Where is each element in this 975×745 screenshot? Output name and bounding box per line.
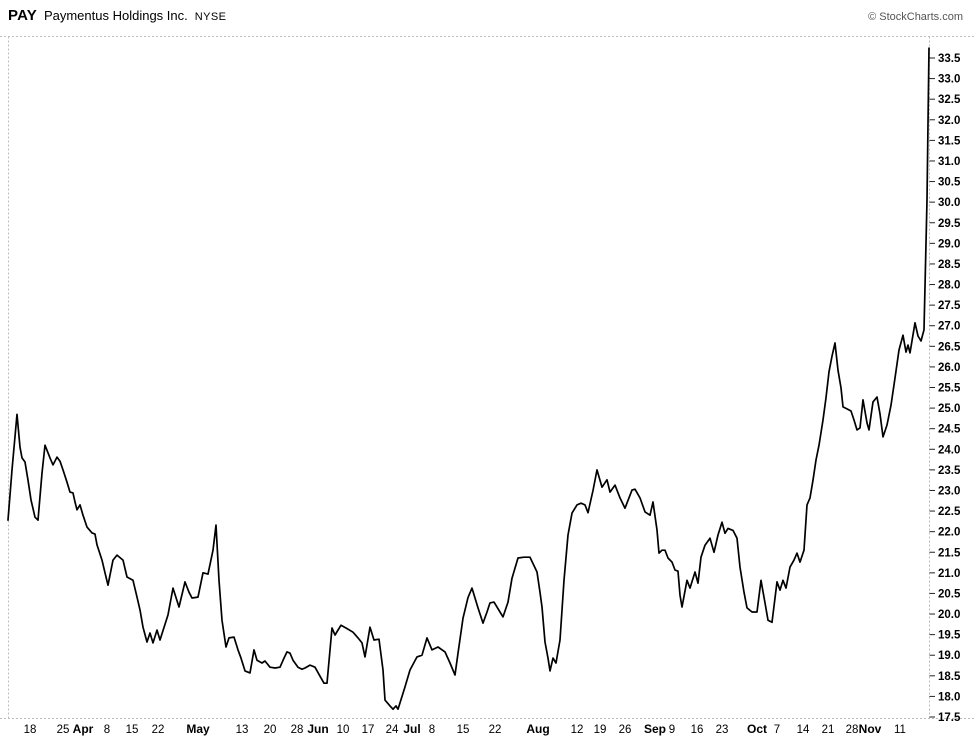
x-axis-tick-label: 26 (619, 724, 632, 736)
x-axis-tick-label: 7 (774, 724, 780, 736)
y-axis-tick-label: 22.0 (938, 527, 960, 539)
x-axis-tick-label: 12 (571, 724, 584, 736)
y-axis-tick-label: 24.0 (938, 444, 960, 456)
y-axis-tick-label: 30.5 (938, 177, 961, 189)
y-axis-tick-label: 28.5 (938, 259, 961, 271)
x-axis-tick-label: 28 (846, 724, 859, 736)
x-axis-tick-label: Sep (644, 722, 666, 736)
y-axis-tick-label: 20.5 (938, 588, 961, 600)
x-axis-tick-label: Aug (526, 722, 549, 736)
y-axis-tick-label: 32.0 (938, 115, 960, 127)
x-axis-tick-label: 24 (386, 724, 399, 736)
y-axis-tick-label: 23.5 (938, 465, 961, 477)
x-axis-tick-label: 8 (429, 724, 435, 736)
x-axis-tick-label: 15 (126, 724, 139, 736)
ticker-symbol: PAY (8, 7, 37, 24)
x-axis-tick-label: 10 (337, 724, 350, 736)
x-axis-tick-label: 15 (457, 724, 470, 736)
y-axis-tick-label: 20.0 (938, 609, 960, 621)
x-axis-tick-label: Oct (747, 722, 767, 736)
x-axis-tick-label: 22 (152, 724, 165, 736)
y-axis-tick-label: 18.5 (938, 671, 961, 683)
x-axis-tick-label: Apr (73, 722, 94, 736)
x-axis-tick-label: 23 (716, 724, 729, 736)
x-axis-tick-label: 19 (594, 724, 607, 736)
y-axis-tick-label: 19.0 (938, 650, 960, 662)
y-axis-tick-label: 21.0 (938, 568, 960, 580)
y-axis-tick-label: 26.0 (938, 362, 960, 374)
x-axis-tick-label: 9 (669, 724, 675, 736)
y-axis-tick-label: 33.5 (938, 53, 961, 65)
x-axis-tick-label: 14 (797, 724, 810, 736)
x-axis-tick-label: 22 (489, 724, 502, 736)
x-axis-tick-label: 25 (57, 724, 70, 736)
x-axis-tick-label: 21 (822, 724, 835, 736)
y-axis-tick-label: 25.0 (938, 403, 960, 415)
y-axis-tick-label: 22.5 (938, 506, 961, 518)
y-axis-tick-label: 27.5 (938, 300, 961, 312)
chart-header: PAY Paymentus Holdings Inc. NYSE (8, 7, 226, 24)
y-axis-tick-label: 30.0 (938, 197, 960, 209)
stockcharts-copyright: © StockCharts.com (868, 11, 963, 23)
y-axis-tick-label: 31.0 (938, 156, 960, 168)
y-axis-tick-label: 24.5 (938, 424, 961, 436)
y-axis-tick-label: 31.5 (938, 135, 961, 147)
x-axis-tick-label: 11 (894, 724, 906, 736)
y-axis-tick-label: 25.5 (938, 383, 961, 395)
x-axis-tick-label: 28 (291, 724, 304, 736)
y-axis-tick-label: 26.5 (938, 341, 961, 353)
price-line (7, 47, 930, 711)
x-axis-tick-label: 8 (104, 724, 110, 736)
y-axis-tick-label: 19.5 (938, 630, 961, 642)
y-axis-tick-label: 17.5 (938, 712, 961, 724)
y-axis-tick-label: 23.0 (938, 485, 960, 497)
x-axis-tick-label: 20 (264, 724, 277, 736)
y-axis-tick-label: 33.0 (938, 74, 960, 86)
exchange-label: NYSE (194, 11, 227, 23)
x-axis-tick-label: Jun (307, 722, 328, 736)
x-axis-tick-label: 18 (24, 724, 37, 736)
x-axis-tick-label: 17 (362, 724, 375, 736)
company-name: Paymentus Holdings Inc. (43, 8, 188, 23)
y-axis-tick-label: 21.5 (938, 547, 961, 559)
x-axis-tick-label: 13 (236, 724, 249, 736)
x-axis-tick-label: May (186, 722, 210, 736)
y-axis-tick-label: 29.5 (938, 218, 961, 230)
y-axis-tick-label: 29.0 (938, 238, 960, 250)
y-axis-tick-label: 18.0 (938, 691, 960, 703)
x-axis-tick-label: 16 (691, 724, 704, 736)
y-axis-tick-label: 27.0 (938, 321, 960, 333)
y-axis-tick-label: 28.0 (938, 280, 960, 292)
x-axis-tick-label: Nov (859, 722, 882, 736)
x-axis-tick-label: Jul (403, 722, 420, 736)
y-axis-tick-label: 32.5 (938, 94, 961, 106)
